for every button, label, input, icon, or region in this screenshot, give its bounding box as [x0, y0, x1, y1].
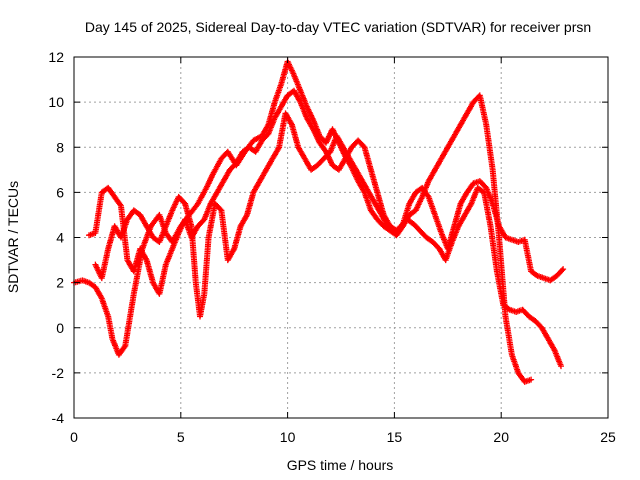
data-point [121, 344, 128, 351]
x-tick-label: 15 [387, 429, 403, 445]
tick-marks [73, 56, 609, 419]
series-2 [86, 87, 567, 297]
data-point [528, 376, 535, 383]
y-axis-label: SDTVAR / TECUs [5, 181, 21, 293]
x-tick-labels: 0 5 10 15 20 25 [70, 429, 616, 445]
y-tick-labels: -4 -2 0 2 4 6 8 10 12 [48, 49, 64, 426]
y-tick-label: 10 [48, 94, 64, 110]
x-tick-label: 0 [70, 429, 78, 445]
y-tick-label: 8 [56, 139, 64, 155]
series-1 [71, 58, 535, 385]
chart-title: Day 145 of 2025, Sidereal Day-to-day VTE… [85, 19, 591, 35]
x-tick-label: 10 [280, 429, 296, 445]
data-point [558, 363, 564, 370]
y-tick-label: -2 [52, 365, 65, 381]
data-point [217, 206, 224, 213]
y-tick-label: -4 [52, 410, 65, 426]
y-tick-label: 6 [56, 184, 64, 200]
data-point [559, 267, 566, 274]
x-axis-label: GPS time / hours [287, 457, 394, 473]
y-tick-label: 4 [56, 230, 64, 246]
data-point [560, 266, 567, 273]
x-tick-label: 20 [493, 429, 509, 445]
series-3 [92, 110, 564, 370]
y-tick-label: 0 [56, 320, 64, 336]
y-tick-label: 12 [48, 49, 64, 65]
x-tick-label: 5 [177, 429, 185, 445]
x-tick-label: 25 [600, 429, 616, 445]
data-marks [71, 58, 567, 385]
y-tick-label: 2 [56, 275, 64, 291]
data-point [117, 201, 124, 208]
